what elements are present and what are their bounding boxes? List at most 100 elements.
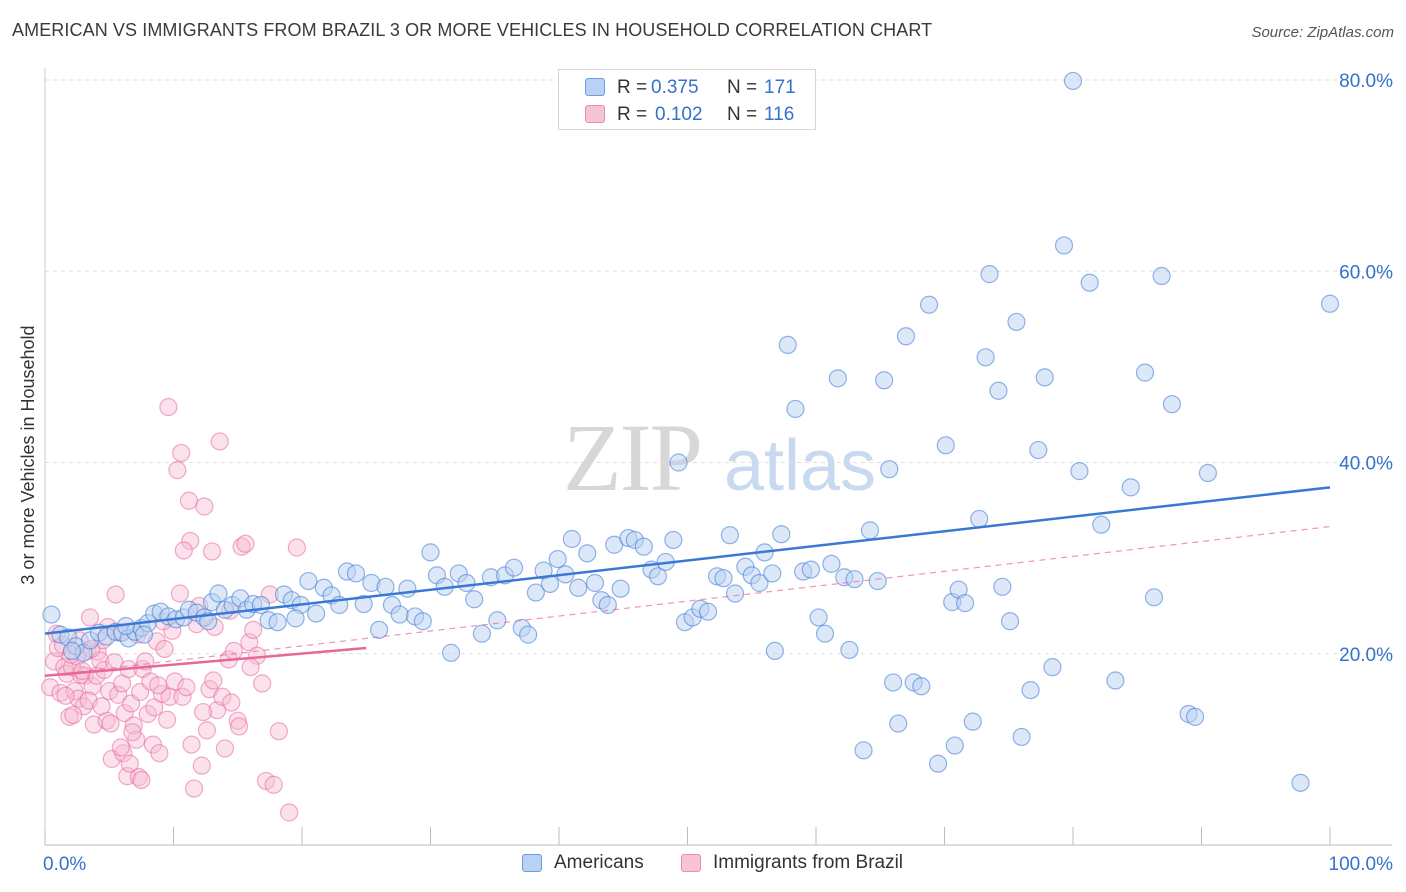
correlation-legend: R = 0.375 N = 171 R = 0.102 N = 116 — [558, 69, 816, 130]
data-point-americans — [1043, 658, 1062, 677]
data-point-brazil — [64, 705, 83, 725]
legend-swatch-americans — [522, 854, 542, 872]
data-point-americans — [919, 295, 939, 314]
data-point-americans — [765, 641, 784, 660]
data-point-americans — [801, 560, 820, 579]
legend-n-value-brazil: 116 — [764, 104, 795, 125]
data-point-americans — [845, 570, 864, 589]
data-point-americans — [1035, 368, 1054, 387]
y-tick-label: 40.0% — [1339, 454, 1393, 475]
data-point-brazil — [145, 698, 164, 717]
data-point-americans — [669, 453, 688, 472]
data-point-americans — [548, 549, 567, 569]
data-point-brazil — [208, 701, 227, 720]
x-tick-label-max: 100.0% — [1329, 854, 1394, 875]
data-point-brazil — [244, 620, 263, 639]
data-point-brazil — [182, 735, 201, 754]
data-point-brazil — [264, 775, 283, 794]
data-point-americans — [62, 641, 82, 660]
data-point-americans — [945, 736, 964, 755]
data-point-brazil — [83, 677, 102, 696]
data-point-brazil — [173, 687, 192, 706]
x-tick-label-min: 0.0% — [43, 854, 86, 875]
data-point-americans — [936, 436, 955, 455]
data-point-americans — [778, 335, 797, 354]
y-tick-label: 60.0% — [1339, 262, 1393, 283]
data-point-brazil — [222, 693, 241, 712]
data-point-brazil — [150, 744, 169, 763]
data-point-americans — [989, 381, 1008, 400]
data-point-americans — [963, 712, 982, 731]
data-point-americans — [809, 608, 828, 627]
data-point-americans — [1000, 612, 1020, 631]
data-point-brazil — [106, 585, 125, 604]
data-point-americans — [1007, 312, 1026, 332]
data-point-brazil — [41, 678, 60, 697]
trend-line-americans — [44, 486, 1331, 635]
data-point-americans — [976, 348, 995, 367]
data-point-brazil — [92, 697, 111, 716]
data-point-americans — [786, 399, 805, 419]
data-point-americans — [912, 677, 931, 696]
legend-label-brazil: Immigrants from Brazil — [713, 852, 904, 873]
data-point-americans — [421, 543, 440, 562]
data-point-brazil — [172, 443, 191, 463]
data-point-brazil — [224, 641, 243, 660]
legend-r-label: R = — [617, 77, 648, 98]
data-point-brazil — [184, 779, 204, 798]
data-point-americans — [648, 567, 668, 586]
data-point-brazil — [228, 711, 247, 730]
data-point-americans — [854, 741, 873, 760]
data-point-americans — [980, 265, 999, 284]
data-point-brazil — [115, 703, 134, 723]
data-point-americans — [955, 593, 975, 613]
data-point-americans — [526, 583, 545, 602]
data-point-brazil — [229, 717, 249, 736]
data-point-americans — [772, 525, 791, 544]
data-point-americans — [1080, 273, 1099, 292]
data-point-americans — [928, 754, 948, 773]
axes — [44, 68, 1392, 846]
data-point-americans — [1320, 294, 1340, 313]
data-point-americans — [993, 577, 1012, 596]
data-point-americans — [488, 611, 507, 630]
data-point-brazil — [80, 608, 100, 627]
data-point-americans — [1092, 515, 1111, 534]
data-point-brazil — [210, 432, 229, 451]
data-point-americans — [896, 327, 916, 346]
data-point-americans — [42, 605, 61, 624]
data-point-brazil — [132, 770, 151, 790]
data-point-americans — [1063, 71, 1083, 91]
y-axis-title: 3 or more Vehicles in Household — [18, 325, 38, 584]
legend-n-label: N = — [727, 77, 758, 98]
data-point-americans — [611, 579, 630, 598]
data-point-brazil — [155, 639, 174, 659]
data-point-brazil — [123, 723, 142, 742]
data-point-americans — [714, 569, 733, 588]
data-point-americans — [698, 602, 718, 621]
y-tick-label: 80.0% — [1339, 71, 1393, 92]
data-point-brazil — [101, 714, 120, 733]
data-point-americans — [1106, 671, 1125, 690]
data-point-brazil — [280, 803, 299, 822]
data-point-americans — [598, 595, 617, 615]
data-point-americans — [376, 577, 395, 596]
data-point-americans — [1152, 266, 1171, 286]
legend-swatch-brazil — [585, 105, 605, 123]
data-point-americans — [209, 584, 228, 603]
watermark: ZIP atlas — [563, 404, 876, 511]
data-point-americans — [1021, 680, 1040, 700]
data-point-brazil — [213, 687, 232, 706]
data-point-brazil — [181, 531, 200, 551]
data-point-americans — [1291, 773, 1310, 792]
legend-r-label: R = — [617, 104, 648, 125]
data-point-brazil — [109, 685, 128, 704]
data-point-americans — [585, 573, 605, 593]
data-point-brazil — [170, 584, 190, 603]
data-point-americans — [664, 530, 683, 550]
data-point-americans — [370, 620, 389, 639]
data-point-americans — [883, 673, 903, 692]
legend-n-value-americans: 171 — [764, 77, 796, 98]
trend-line-brazil — [44, 646, 367, 677]
